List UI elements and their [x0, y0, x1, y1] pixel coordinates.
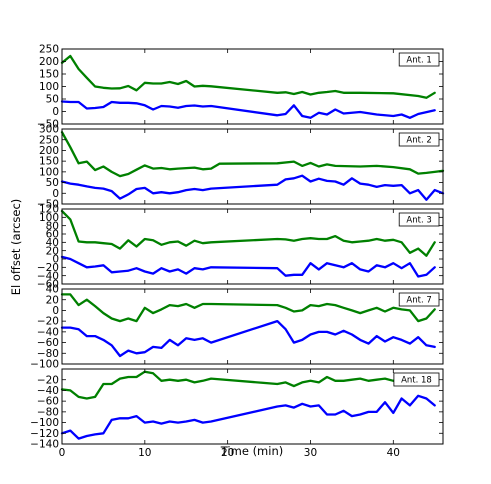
- y-tick-label: −60: [37, 279, 59, 291]
- y-tick-label: 0: [52, 254, 59, 266]
- y-tick-label: 150: [39, 69, 59, 81]
- y-tick-label: −60: [37, 396, 59, 408]
- panel-5-frame: [61, 368, 444, 445]
- y-tick-label: 0: [52, 188, 59, 200]
- y-tick-label: 50: [46, 177, 59, 189]
- x-tick-label: 20: [221, 447, 234, 459]
- y-tick-label: −100: [30, 359, 59, 371]
- panel-2-legend-label: Ant. 2: [406, 136, 431, 146]
- y-tick-label: 100: [39, 212, 59, 224]
- y-tick-label: 150: [39, 156, 59, 168]
- panel-1-legend-label: Ant. 1: [406, 56, 431, 66]
- panel-3-series-1-line: [60, 209, 436, 257]
- y-tick-label: 250: [39, 44, 59, 56]
- y-tick-label: 200: [39, 56, 59, 68]
- y-tick-label: 200: [39, 145, 59, 157]
- panel-2-frame: [61, 128, 444, 205]
- y-tick-label: −50: [37, 199, 59, 211]
- y-tick-label: 40: [46, 284, 59, 296]
- y-tick-label: 120: [39, 204, 59, 216]
- y-tick-label: 80: [46, 220, 59, 232]
- y-tick-label: 100: [39, 166, 59, 178]
- y-tick-label: −80: [37, 406, 59, 418]
- y-tick-label: 0: [52, 106, 59, 118]
- y-tick-label: 50: [46, 94, 59, 106]
- y-tick-label: −100: [30, 417, 59, 429]
- y-tick-label: 250: [39, 134, 59, 146]
- panel-4-frame: [61, 288, 444, 365]
- panel-5-legend-label: Ant. 18: [401, 376, 432, 386]
- x-tick-label: 0: [59, 447, 66, 459]
- panel-3-series-2-line: [60, 255, 436, 278]
- x-axis-label: Time (min): [220, 444, 283, 458]
- x-tick-label: 30: [304, 447, 317, 459]
- y-tick-label: −40: [37, 270, 59, 282]
- panel-4-legend-box: [398, 292, 440, 307]
- x-tick-label: 10: [138, 447, 151, 459]
- y-tick-label: 0: [52, 305, 59, 317]
- panel-4-legend-label: Ant. 7: [406, 296, 431, 306]
- panel-2-legend-box: [398, 132, 440, 147]
- y-tick-label: −50: [37, 119, 59, 131]
- panel-3-frame: [61, 208, 444, 285]
- y-tick-label: −140: [30, 439, 59, 451]
- y-axis-label: El offset (arcsec): [9, 199, 23, 296]
- y-tick-label: −60: [37, 337, 59, 349]
- y-tick-label: −40: [37, 326, 59, 338]
- y-tick-label: −20: [37, 262, 59, 274]
- y-tick-label: 100: [39, 81, 59, 93]
- panel-2-series-2-line: [60, 174, 445, 201]
- y-tick-label: 20: [46, 245, 59, 257]
- panel-5: −140−120−100−80−60−40−20 0 10 20 30 40 Ant. 18: [30, 368, 444, 459]
- panel-4-series-2-line: [60, 319, 436, 358]
- panel-5-series-1-line: [60, 370, 436, 400]
- y-tick-label: 40: [46, 237, 59, 249]
- y-tick-label: 60: [46, 229, 59, 241]
- y-tick-label: −80: [37, 348, 59, 360]
- y-tick-label: 20: [46, 294, 59, 306]
- panel-3-legend-box: [398, 212, 440, 227]
- panel-1-series-2-line: [60, 100, 436, 119]
- panel-1-series-1-line: [60, 54, 436, 99]
- panel-1-legend-box: [398, 52, 440, 67]
- y-tick-label: −20: [37, 316, 59, 328]
- x-tick-label: 40: [387, 447, 400, 459]
- y-tick-label: −20: [37, 374, 59, 386]
- panel-2-series-1-line: [60, 131, 445, 178]
- panel-5-series-2-line: [60, 394, 436, 440]
- y-tick-label: 300: [39, 124, 59, 136]
- y-tick-label: −40: [37, 385, 59, 397]
- y-tick-label: −120: [30, 428, 59, 440]
- panel-5-legend-box: [393, 372, 440, 387]
- panel-3-legend-label: Ant. 3: [406, 216, 431, 226]
- panel-4-series-1-line: [60, 293, 436, 323]
